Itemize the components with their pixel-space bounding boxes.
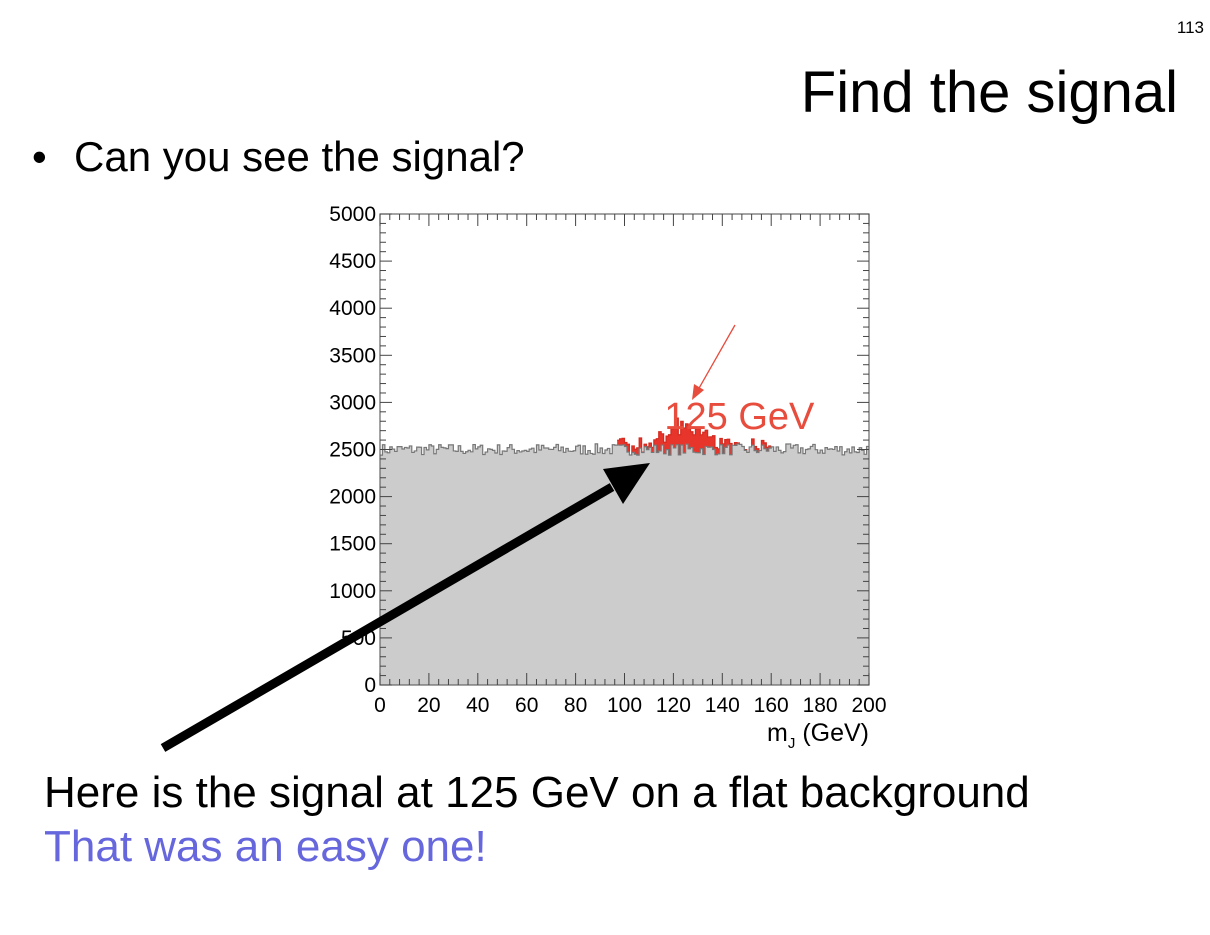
annotation-arrow-line (697, 324, 736, 391)
caption-line-1: Here is the signal at 125 GeV on a flat … (44, 768, 1030, 817)
slide-title: Find the signal (800, 60, 1178, 125)
x-tick-label: 20 (417, 694, 440, 717)
x-tick-label: 160 (754, 694, 789, 717)
signal-annotation-label: 125 GeV (664, 396, 815, 438)
x-tick-label: 100 (607, 694, 642, 717)
bullet-item: • Can you see the signal? (32, 132, 525, 182)
x-tick-label: 120 (656, 694, 691, 717)
bullet-symbol: • (32, 133, 47, 180)
x-axis-label-unit: (GeV) (795, 719, 869, 747)
x-tick-label: 200 (851, 694, 886, 717)
y-tick-label: 2000 (329, 486, 376, 509)
y-tick-label: 2500 (329, 439, 376, 462)
y-tick-label: 3000 (329, 391, 376, 414)
y-tick-label: 5000 (329, 203, 376, 226)
y-tick-label: 1000 (329, 580, 376, 603)
x-tick-label: 80 (564, 694, 587, 717)
bullet-text: Can you see the signal? (74, 133, 525, 180)
x-tick-label: 40 (466, 694, 489, 717)
y-tick-label: 3500 (329, 344, 376, 367)
signal-fill (617, 418, 772, 459)
annotation-arrow-head (692, 384, 704, 400)
x-tick-label: 180 (803, 694, 838, 717)
caption-line-2: That was an easy one! (44, 822, 487, 871)
pointer-arrow-line (160, 483, 615, 752)
y-tick-label: 4500 (329, 250, 376, 273)
x-axis-label-subscript: J (788, 735, 796, 752)
y-tick-label: 0 (364, 674, 376, 697)
x-axis-label-main: m (767, 719, 788, 747)
x-tick-label: 140 (705, 694, 740, 717)
page-number: 113 (1176, 18, 1204, 37)
y-tick-label: 4000 (329, 297, 376, 320)
pointer-arrow-head (603, 463, 650, 504)
background-fill (380, 443, 869, 685)
y-tick-label: 1500 (329, 533, 376, 556)
background-outline (380, 443, 869, 456)
x-tick-label: 0 (374, 694, 386, 717)
x-tick-label: 60 (515, 694, 538, 717)
x-axis-label: mJ (GeV) (767, 719, 869, 752)
